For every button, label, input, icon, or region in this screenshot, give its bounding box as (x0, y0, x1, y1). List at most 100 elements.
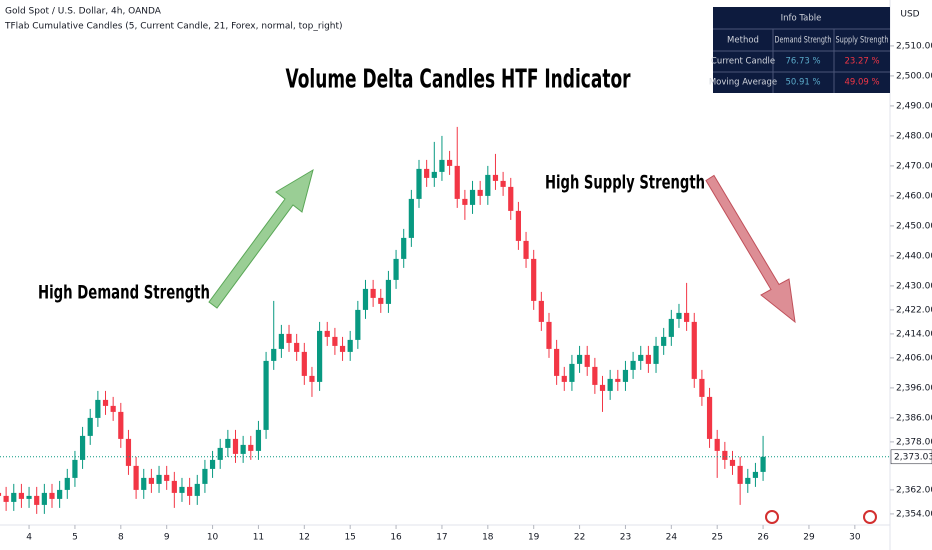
candle-body (462, 198, 468, 205)
candle-body (554, 348, 560, 376)
candle-body (431, 171, 437, 178)
candle-body (523, 240, 529, 259)
y-tick-label: 2,422.000 (896, 305, 932, 315)
candle-body (622, 369, 629, 382)
candle-body (714, 438, 720, 451)
candle-body (500, 180, 506, 187)
info-table: Info Table Method Demand Strength Supply… (709, 7, 890, 93)
candle-body (187, 486, 193, 496)
candle-body (278, 333, 284, 349)
candle-body (87, 417, 93, 436)
x-tick-label: 11 (253, 533, 264, 543)
candle-body (408, 198, 414, 238)
event-flag[interactable] (765, 510, 779, 524)
x-tick-label: 10 (207, 533, 219, 543)
candle-body (309, 375, 315, 382)
x-tick-label: 19 (528, 533, 540, 543)
x-tick-label: 9 (164, 533, 170, 543)
x-tick-label: 4 (26, 533, 32, 543)
candle-body (446, 159, 453, 166)
x-tick-label: 12 (299, 533, 310, 543)
candle-body (202, 468, 208, 484)
symbol-title: Gold Spot / U.S. Dollar, 4h, OANDA (5, 7, 162, 17)
supply-arrow (705, 174, 796, 324)
candle-body (34, 495, 40, 505)
candle-body (684, 312, 690, 322)
table-cell: Current Candle (711, 57, 775, 67)
candle-body (49, 492, 55, 499)
candle-body (355, 309, 361, 340)
y-tick-label: 2,406.000 (896, 353, 932, 363)
y-tick-label: 2,510.000 (896, 41, 932, 51)
candle-body (599, 384, 606, 391)
candle-body (225, 438, 231, 448)
table-title: Info Table (781, 14, 822, 24)
y-tick-label: 2,414.000 (896, 329, 932, 339)
candle-body (286, 333, 292, 343)
candle-body (592, 366, 598, 385)
candle-body (393, 258, 399, 280)
candle-body (477, 189, 483, 196)
candle-body (179, 486, 185, 493)
candle-body (317, 330, 323, 382)
candle-body (72, 459, 78, 478)
candle-body (760, 456, 766, 472)
candle-body (362, 288, 369, 310)
candle-body (645, 354, 651, 364)
table-cell: Moving Average (709, 78, 777, 88)
candle-body (102, 399, 109, 406)
candle-body (118, 411, 124, 439)
candle-body (515, 210, 522, 241)
candle-body (255, 429, 262, 451)
candle-body (378, 297, 384, 304)
y-tick-label: 2,396.000 (896, 383, 932, 393)
candle-body (439, 159, 445, 172)
table-header: Demand Strength (775, 36, 832, 46)
candle-body (301, 351, 307, 376)
annotation: High Demand Strength (38, 282, 210, 304)
currency[interactable]: USD (900, 10, 919, 20)
candle-body (546, 321, 552, 349)
candle-body (638, 354, 644, 361)
candle-body (18, 492, 25, 499)
x-tick-label: 17 (436, 533, 447, 543)
y-tick-label: 2,430.000 (896, 281, 932, 291)
candle-body (668, 318, 674, 337)
y-tick-label: 2,354.000 (896, 509, 932, 519)
y-tick-label: 2,470.000 (896, 161, 932, 171)
x-tick-label: 16 (390, 533, 402, 543)
candle-body (110, 405, 116, 412)
candle-body (729, 459, 736, 466)
candle-body (332, 336, 338, 346)
x-tick-label: 15 (344, 533, 355, 543)
x-tick-label: 23 (620, 533, 631, 543)
y-tick-label: 2,500.000 (896, 71, 932, 81)
candle-body (370, 288, 376, 298)
x-tick-label: 30 (849, 533, 861, 543)
candle-body (630, 360, 636, 370)
candle-body (95, 399, 101, 418)
candle-body (57, 489, 63, 499)
candle-body (576, 354, 583, 364)
table-cell: 50.91 % (785, 78, 820, 88)
table-header: Supply Strength (836, 36, 889, 46)
table-bg (713, 7, 890, 93)
event-flag[interactable] (863, 510, 877, 524)
candle-body (194, 483, 200, 496)
candle-body (347, 339, 353, 352)
candle-body (699, 378, 705, 397)
candle-body (454, 165, 460, 199)
y-tick-label: 2,450.000 (896, 221, 932, 231)
candle-body (324, 330, 330, 337)
candle-body (538, 300, 544, 322)
x-tick-label: 26 (757, 533, 769, 543)
candle-body (232, 438, 239, 454)
x-tick-label: 18 (482, 533, 494, 543)
candle-body (469, 189, 476, 205)
y-tick-label: 2,386.000 (896, 413, 932, 423)
candle-body (508, 186, 514, 211)
y-tick-label: 2,480.000 (896, 131, 932, 141)
candle-body (79, 435, 86, 460)
chart-title: Volume Delta Candles HTF Indicator (286, 65, 631, 95)
